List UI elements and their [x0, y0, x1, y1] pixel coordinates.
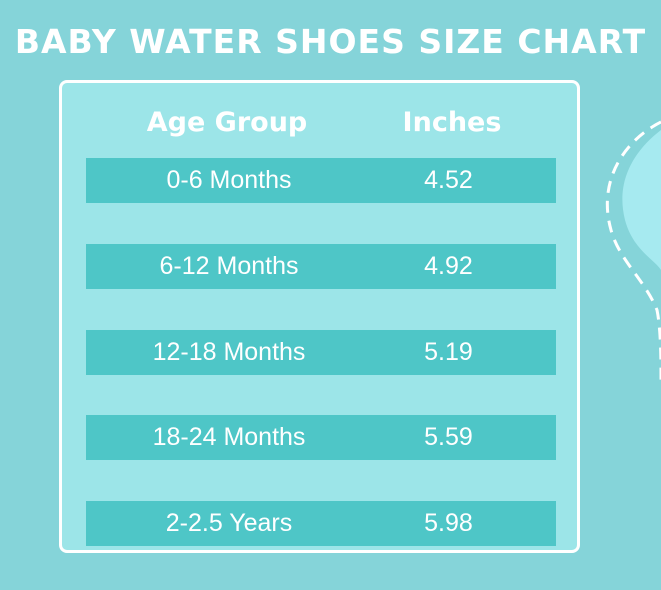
age-group-cell: 0-6 Months [166, 166, 292, 194]
inches-cell: 4.92 [424, 252, 473, 280]
size-chart-table: Age Group Inches 0-6 Months 4.52 6-12 Mo… [59, 80, 580, 553]
age-group-cell: 12-18 Months [152, 338, 306, 366]
inches-cell: 5.19 [424, 338, 473, 366]
inches-cell: 5.59 [424, 423, 473, 451]
page-title: BABY WATER SHOES SIZE CHART [14, 22, 647, 61]
column-header-age-group: Age Group [146, 107, 308, 138]
inches-cell: 4.52 [424, 166, 473, 194]
column-header-inches: Inches [402, 107, 502, 138]
footprint-outline-decoration [605, 120, 661, 386]
age-group-cell: 6-12 Months [159, 252, 299, 280]
age-group-cell: 18-24 Months [152, 423, 306, 451]
table-row: 0-6 Months 4.52 [86, 158, 556, 203]
inches-cell: 5.98 [424, 509, 473, 537]
table-header: Age Group Inches [62, 107, 577, 147]
table-row: 6-12 Months 4.92 [86, 244, 556, 289]
table-row: 18-24 Months 5.59 [86, 415, 556, 460]
table-row: 2-2.5 Years 5.98 [86, 501, 556, 546]
age-group-cell: 2-2.5 Years [165, 509, 293, 537]
table-row: 12-18 Months 5.19 [86, 330, 556, 375]
